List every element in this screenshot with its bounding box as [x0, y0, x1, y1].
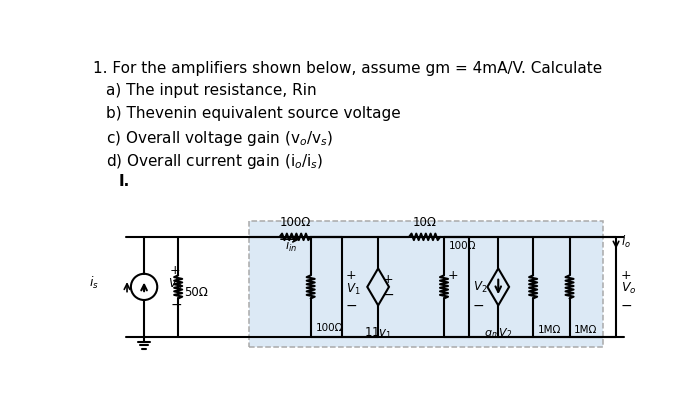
Text: +: +: [621, 268, 631, 281]
Text: 1. For the amplifiers shown below, assume gm = 4mA/V. Calculate: 1. For the amplifiers shown below, assum…: [93, 61, 602, 76]
Text: c) Overall voltage gain (v$_o$/v$_s$): c) Overall voltage gain (v$_o$/v$_s$): [106, 128, 333, 148]
Text: −: −: [383, 287, 394, 301]
Text: 50Ω: 50Ω: [184, 285, 209, 298]
Text: $i_s$: $i_s$: [89, 274, 99, 291]
Text: $i_{in}$: $i_{in}$: [285, 238, 298, 254]
Text: 100Ω: 100Ω: [449, 240, 476, 250]
Text: I.: I.: [118, 174, 130, 189]
Text: $g_mV_2$: $g_mV_2$: [484, 326, 512, 339]
Text: $V_s$: $V_s$: [168, 276, 182, 291]
Text: +: +: [448, 268, 458, 281]
Text: +: +: [346, 268, 356, 281]
Text: 1MΩ: 1MΩ: [574, 324, 598, 334]
FancyBboxPatch shape: [248, 222, 603, 347]
Text: −: −: [346, 298, 357, 312]
Text: b) Thevenin equivalent source voltage: b) Thevenin equivalent source voltage: [106, 106, 401, 121]
Text: 100Ω: 100Ω: [315, 323, 343, 333]
Text: −: −: [170, 297, 182, 311]
Text: 100Ω: 100Ω: [279, 216, 311, 229]
Text: +: +: [169, 264, 181, 277]
Text: −: −: [473, 298, 484, 312]
Text: 10Ω: 10Ω: [412, 216, 437, 229]
Text: +: +: [383, 273, 393, 285]
Text: $V_2$: $V_2$: [473, 279, 487, 294]
Text: −: −: [621, 298, 632, 312]
Text: $i_o$: $i_o$: [621, 233, 631, 249]
Text: a) The input resistance, Rin: a) The input resistance, Rin: [106, 83, 316, 98]
Text: $V_1$: $V_1$: [346, 281, 361, 296]
Text: 1MΩ: 1MΩ: [538, 324, 561, 334]
Text: $V_o$: $V_o$: [621, 280, 636, 295]
Text: 11$v_1$: 11$v_1$: [364, 325, 392, 340]
Text: d) Overall current gain (i$_o$/i$_s$): d) Overall current gain (i$_o$/i$_s$): [106, 151, 323, 170]
